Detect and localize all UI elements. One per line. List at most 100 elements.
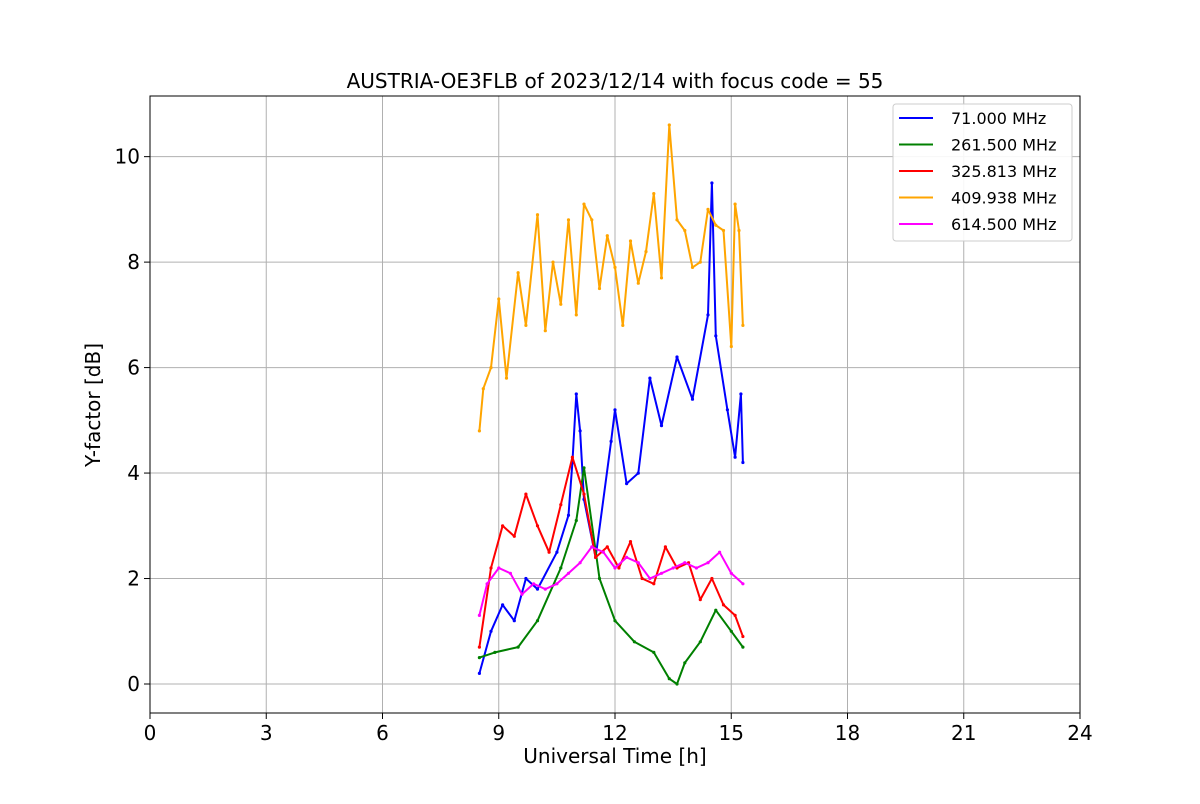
data-point-614-500-mhz bbox=[555, 582, 559, 586]
data-point-261-500-mhz bbox=[582, 466, 586, 470]
series-layer bbox=[477, 123, 745, 686]
chart-title: AUSTRIA-OE3FLB of 2023/12/14 with focus … bbox=[347, 69, 884, 93]
data-point-325-813-mhz bbox=[640, 576, 644, 581]
data-point-409-938-mhz bbox=[543, 329, 547, 333]
data-point-409-938-mhz bbox=[675, 218, 679, 222]
data-point-325-813-mhz bbox=[512, 534, 516, 538]
data-point-261-500-mhz bbox=[535, 619, 540, 623]
data-point-409-938-mhz bbox=[504, 376, 509, 380]
data-point-614-500-mhz bbox=[671, 566, 675, 570]
data-point-261-500-mhz bbox=[741, 645, 745, 649]
data-point-325-813-mhz bbox=[663, 545, 668, 549]
data-point-71-000-mhz bbox=[636, 471, 640, 475]
data-point-409-938-mhz bbox=[652, 192, 656, 196]
data-point-325-813-mhz bbox=[489, 566, 493, 570]
data-point-71-000-mhz bbox=[714, 334, 718, 338]
data-point-71-000-mhz bbox=[725, 408, 730, 412]
data-point-325-813-mhz bbox=[710, 576, 714, 581]
data-point-409-938-mhz bbox=[516, 271, 520, 275]
data-point-614-500-mhz bbox=[532, 582, 536, 586]
legend-frame bbox=[892, 103, 1073, 242]
data-point-325-813-mhz bbox=[617, 566, 621, 570]
data-point-325-813-mhz bbox=[535, 524, 540, 528]
data-point-261-500-mhz bbox=[632, 640, 637, 644]
data-point-409-938-mhz bbox=[706, 207, 710, 211]
data-point-71-000-mhz bbox=[625, 482, 629, 486]
data-point-614-500-mhz bbox=[659, 571, 664, 575]
series-line-614-500-mhz bbox=[478, 545, 744, 616]
data-point-325-813-mhz bbox=[741, 634, 745, 639]
data-point-325-813-mhz bbox=[570, 455, 575, 459]
data-point-409-938-mhz bbox=[690, 265, 695, 269]
data-point-325-813-mhz bbox=[628, 540, 633, 544]
data-point-261-500-mhz bbox=[477, 656, 481, 660]
series-line-71-000-mhz bbox=[478, 182, 744, 674]
data-point-261-500-mhz bbox=[729, 629, 733, 633]
data-point-71-000-mhz bbox=[659, 424, 664, 428]
data-point-325-813-mhz bbox=[698, 598, 702, 602]
data-point-325-813-mhz bbox=[594, 555, 598, 560]
data-point-409-938-mhz bbox=[613, 265, 617, 269]
data-point-71-000-mhz bbox=[733, 455, 737, 459]
data-point-71-000-mhz bbox=[555, 550, 559, 554]
data-point-614-500-mhz bbox=[566, 571, 571, 575]
data-point-71-000-mhz bbox=[566, 513, 571, 517]
data-point-614-500-mhz bbox=[590, 545, 594, 549]
data-point-71-000-mhz bbox=[613, 408, 617, 412]
data-point-325-813-mhz bbox=[605, 545, 609, 549]
data-point-614-500-mhz bbox=[741, 582, 745, 586]
data-point-409-938-mhz bbox=[659, 276, 664, 280]
data-point-261-500-mhz bbox=[516, 645, 520, 649]
data-point-409-938-mhz bbox=[597, 286, 602, 291]
data-point-409-938-mhz bbox=[741, 323, 745, 327]
data-point-261-500-mhz bbox=[698, 640, 702, 644]
data-point-409-938-mhz bbox=[574, 313, 578, 317]
data-point-409-938-mhz bbox=[621, 323, 625, 327]
data-point-614-500-mhz bbox=[648, 576, 652, 581]
data-point-261-500-mhz bbox=[597, 576, 602, 581]
data-point-71-000-mhz bbox=[535, 587, 540, 591]
data-point-409-938-mhz bbox=[559, 302, 563, 306]
data-point-409-938-mhz bbox=[729, 344, 733, 349]
data-point-409-938-mhz bbox=[477, 429, 481, 433]
data-point-409-938-mhz bbox=[733, 202, 737, 206]
y-tick-label: 4 bbox=[127, 461, 140, 485]
data-point-71-000-mhz bbox=[739, 392, 743, 396]
data-point-325-813-mhz bbox=[547, 550, 551, 554]
data-point-325-813-mhz bbox=[477, 645, 481, 649]
data-point-325-813-mhz bbox=[721, 603, 726, 607]
data-point-409-938-mhz bbox=[714, 223, 718, 227]
data-point-261-500-mhz bbox=[675, 682, 679, 686]
y-tick-label: 10 bbox=[115, 145, 140, 169]
data-point-614-500-mhz bbox=[729, 571, 733, 575]
legend: 71.000 MHz 261.500 MHz 325.813 MHz 409.938 … bbox=[892, 103, 1073, 242]
series-line-409-938-mhz bbox=[478, 124, 744, 431]
data-point-71-000-mhz bbox=[574, 392, 578, 396]
data-point-325-813-mhz bbox=[582, 492, 586, 496]
data-point-261-500-mhz bbox=[574, 518, 578, 523]
x-tick-label: 3 bbox=[260, 721, 273, 745]
data-point-71-000-mhz bbox=[741, 460, 745, 465]
series-line-325-813-mhz bbox=[478, 456, 744, 648]
data-point-614-500-mhz bbox=[520, 592, 524, 596]
data-point-409-938-mhz bbox=[737, 228, 741, 233]
data-point-71-000-mhz bbox=[710, 181, 714, 185]
y-tick-label: 8 bbox=[127, 250, 140, 274]
data-point-614-500-mhz bbox=[706, 561, 710, 565]
data-point-71-000-mhz bbox=[477, 671, 481, 676]
series-line-261-500-mhz bbox=[479, 466, 744, 685]
data-point-71-000-mhz bbox=[501, 603, 505, 607]
data-point-614-500-mhz bbox=[508, 571, 512, 575]
data-point-614-500-mhz bbox=[683, 561, 687, 565]
data-point-614-500-mhz bbox=[625, 555, 629, 560]
data-point-409-938-mhz bbox=[667, 123, 671, 127]
data-point-409-938-mhz bbox=[698, 260, 702, 264]
legend-label: 409.938 MHz bbox=[951, 189, 1056, 208]
x-tick-label: 9 bbox=[492, 721, 505, 745]
data-point-614-500-mhz bbox=[477, 613, 481, 618]
legend-label: 261.500 MHz bbox=[951, 136, 1056, 155]
data-point-409-938-mhz bbox=[497, 297, 501, 301]
